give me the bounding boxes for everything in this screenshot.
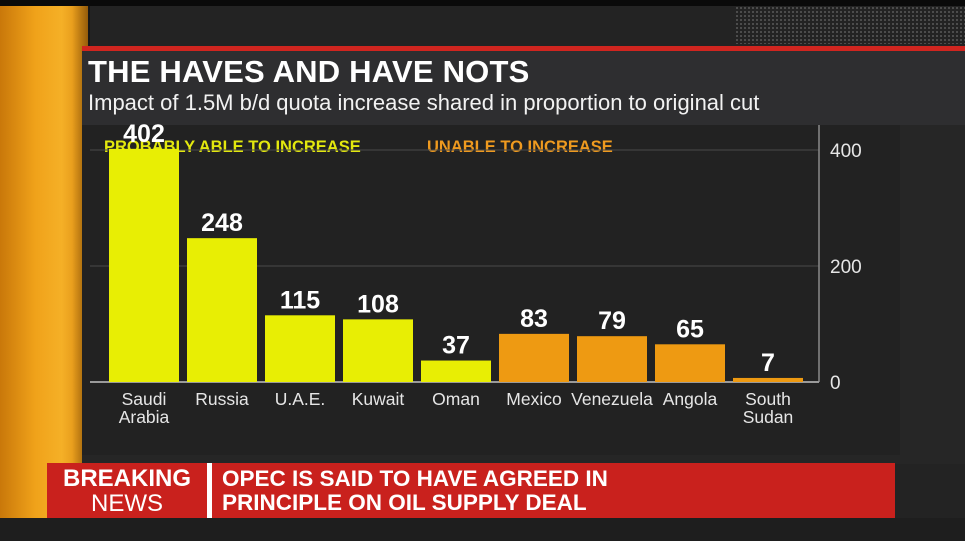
bar xyxy=(109,148,179,382)
banner-separator xyxy=(207,463,212,518)
x-tick-label: Russia xyxy=(195,389,249,409)
breaking-news-banner xyxy=(47,463,895,518)
x-tick-label: Oman xyxy=(432,389,480,409)
x-tick-label: Arabia xyxy=(119,407,170,427)
bar xyxy=(187,238,257,382)
bar xyxy=(577,336,647,382)
data-label: 37 xyxy=(442,332,470,360)
bottom-strip xyxy=(0,518,965,541)
headline-line-2: PRINCIPLE ON OIL SUPPLY DEAL xyxy=(222,490,587,515)
headline: OPEC IS SAID TO HAVE AGREED IN PRINCIPLE… xyxy=(222,467,608,515)
x-tick-label: U.A.E. xyxy=(275,389,326,409)
bar xyxy=(265,315,335,382)
x-tick-label: Sudan xyxy=(743,407,794,427)
x-tick-label: South xyxy=(745,389,791,409)
data-label: 65 xyxy=(676,315,704,343)
chart-subtitle: Impact of 1.5M b/d quota increase shared… xyxy=(88,90,760,115)
x-tick-label: Angola xyxy=(663,389,718,409)
y-tick-label: 200 xyxy=(830,257,862,278)
breaking-label: BREAKING NEWS xyxy=(47,463,207,518)
bar xyxy=(499,333,569,382)
x-tick-label: Kuwait xyxy=(352,389,405,409)
bar xyxy=(733,377,803,382)
news-text: NEWS xyxy=(91,490,163,517)
data-label: 83 xyxy=(520,305,548,333)
data-label: 115 xyxy=(280,286,320,314)
breaking-text: BREAKING xyxy=(62,465,191,492)
x-tick-label: Venezuela xyxy=(571,389,653,409)
y-tick-label: 0 xyxy=(830,373,841,394)
chart-title: THE HAVES AND HAVE NOTS xyxy=(88,54,530,89)
red-accent-line xyxy=(82,46,965,51)
dot-pattern xyxy=(735,6,965,44)
data-label: 7 xyxy=(761,349,775,377)
orange-side-stripe xyxy=(0,0,88,541)
headline-line-1: OPEC IS SAID TO HAVE AGREED IN xyxy=(222,466,608,491)
y-tick-label: 400 xyxy=(830,141,862,162)
bar xyxy=(421,360,491,382)
data-label: 79 xyxy=(598,307,626,335)
legend-orange: UNABLE TO INCREASE xyxy=(427,138,613,156)
x-tick-label: Saudi xyxy=(122,389,167,409)
data-label: 248 xyxy=(201,209,243,237)
data-label: 108 xyxy=(357,290,399,318)
bar xyxy=(655,344,725,382)
bar xyxy=(343,319,413,382)
data-label: 402 xyxy=(123,120,165,148)
x-tick-label: Mexico xyxy=(506,389,561,409)
chart-header xyxy=(82,51,965,125)
top-bar xyxy=(0,0,965,6)
